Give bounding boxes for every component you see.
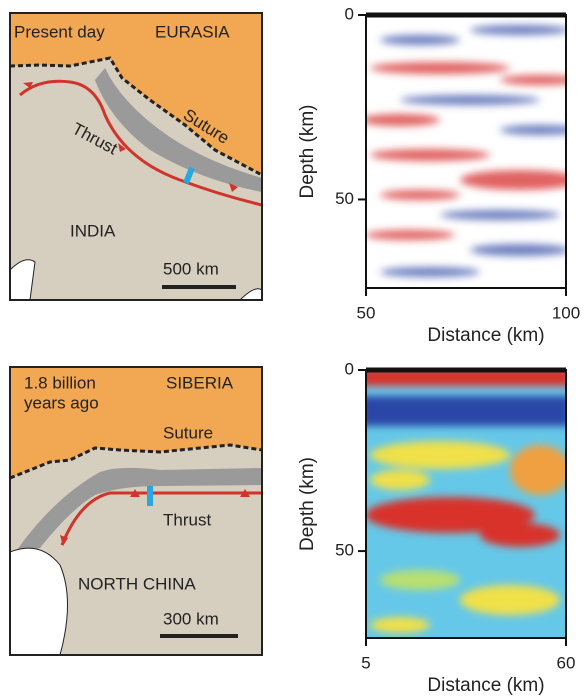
tick-label: 50 [335,541,354,560]
map-north: SIBERIA [166,373,234,392]
map-region: NORTH CHINA [78,574,196,593]
map-suture: Suture [163,423,213,442]
seismic-image [360,15,580,288]
map-thrust: Thrust [163,510,211,529]
map-scale: 500 km [163,259,219,278]
tick-label: 0 [345,359,354,378]
map-region: INDIA [70,221,116,240]
tick-label: 50 [357,303,376,322]
tick-label: 100 [552,303,580,322]
y-axis-label: Depth (km) [297,105,318,199]
tick-label: 5 [361,653,370,672]
seismic-image [360,368,570,638]
map-north: EURASIA [155,22,230,41]
map-era: 1.8 billion [24,373,96,392]
map-era: Present day [14,22,105,41]
map-era: years ago [24,393,99,412]
tick-label: 0 [345,4,354,23]
x-axis-label: Distance (km) [427,675,544,696]
tick-label: 60 [557,653,576,672]
tick-label: 50 [335,189,354,208]
figure: Present day EURASIA Thrust Suture INDIA … [0,0,584,698]
map-present [10,13,262,300]
y-axis-label: Depth (km) [297,457,318,551]
x-axis-label: Distance (km) [427,325,544,346]
map-scale: 300 km [163,609,219,628]
